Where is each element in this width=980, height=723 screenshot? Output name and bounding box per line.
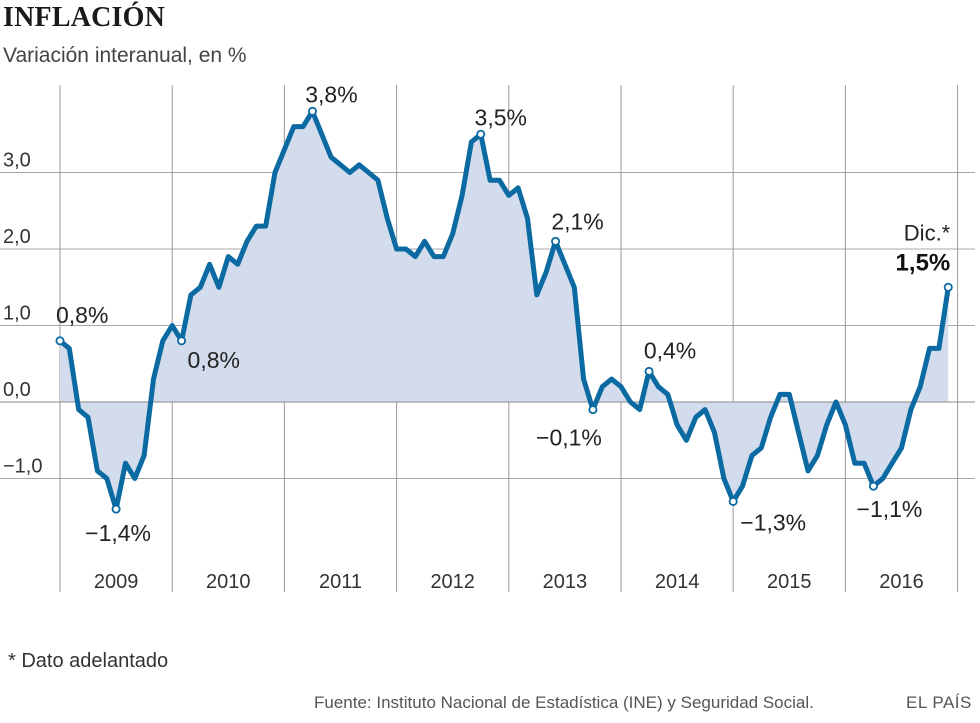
data-label-latest: 1,5%: [896, 249, 951, 276]
data-label: 0,4%: [644, 337, 696, 363]
data-label: 3,5%: [475, 104, 527, 130]
data-point-marker: [943, 282, 953, 292]
data-label: 2,1%: [551, 208, 603, 234]
inflation-chart: 3,0 2,0 1,0 0,0 −1,0 2009 2010 2011 2012 2013 2014…: [0, 81, 975, 593]
data-point-marker: [551, 236, 561, 246]
x-year-label: 2012: [430, 571, 475, 593]
series-area: [60, 111, 949, 510]
x-year-label: 2014: [655, 571, 700, 593]
data-point-marker: [728, 496, 738, 506]
data-point-marker: [307, 106, 317, 116]
data-point-marker: [868, 481, 878, 491]
data-label: 0,8%: [188, 347, 240, 373]
data-label: −1,4%: [85, 520, 151, 546]
data-label: 0,8%: [56, 302, 108, 328]
y-tick-label: 0,0: [3, 379, 31, 401]
series-line: [57, 108, 951, 512]
y-tick-label: 1,0: [3, 303, 31, 325]
y-tick-label: 3,0: [3, 150, 31, 172]
data-point-marker: [111, 504, 121, 514]
x-year-label: 2013: [543, 571, 588, 593]
data-point-marker: [644, 366, 654, 376]
y-tick-label: 2,0: [3, 226, 31, 248]
y-tick-label: −1,0: [3, 456, 42, 478]
chart-subtitle: Variación interanual, en %: [3, 44, 247, 67]
footnote: * Dato adelantado: [8, 650, 169, 672]
data-label: −0,1%: [536, 425, 602, 451]
x-year-label: 2016: [879, 571, 924, 593]
chart-title: INFLACIÓN: [3, 2, 166, 33]
data-label: −1,1%: [857, 496, 923, 522]
data-point-marker: [476, 129, 486, 139]
data-label: −1,3%: [740, 509, 806, 535]
x-year-label: 2010: [206, 571, 251, 593]
x-year-label: 2015: [767, 571, 812, 593]
x-year-label: 2009: [94, 571, 139, 593]
data-point-marker: [588, 405, 598, 415]
annotation-prefix-label: Dic.*: [904, 220, 951, 245]
data-label: 3,8%: [305, 81, 357, 107]
source-note: Fuente: Instituto Nacional de Estadístic…: [314, 693, 814, 712]
data-point-marker: [177, 336, 187, 346]
brand-logo-text: EL PAÍS: [906, 693, 972, 712]
x-year-label: 2011: [319, 571, 362, 593]
data-point-marker: [55, 336, 65, 346]
